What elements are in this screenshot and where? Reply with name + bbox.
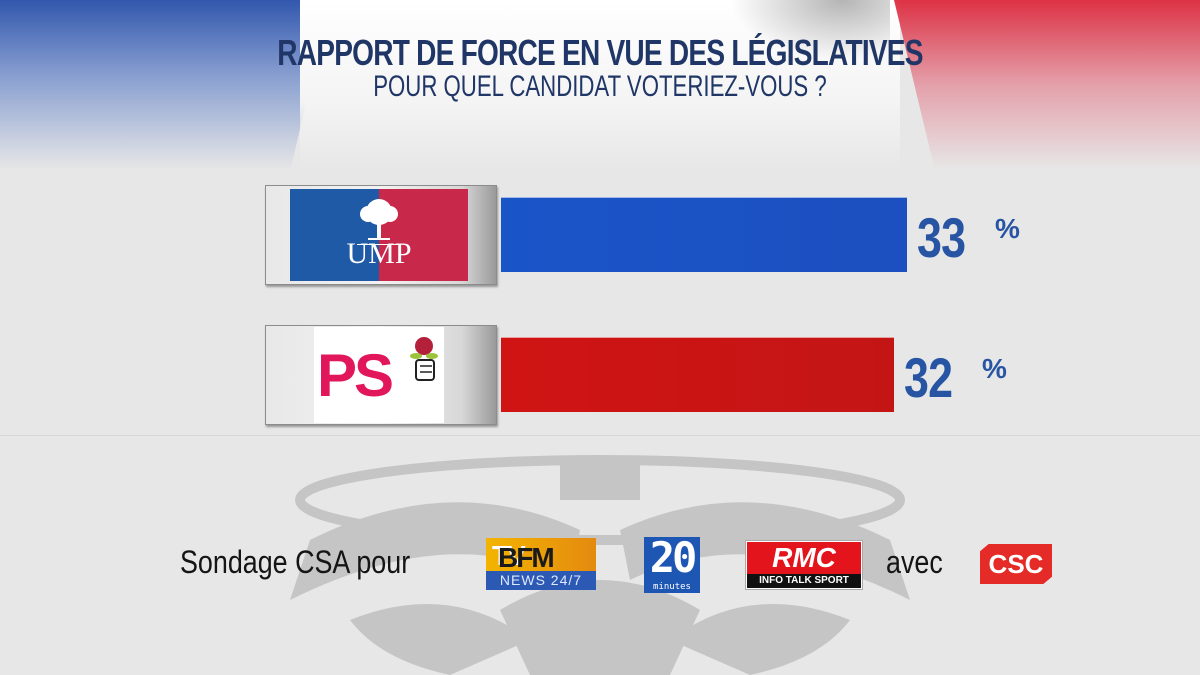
chart-subtitle: POUR QUEL CANDIDAT VOTERIEZ-VOUS ? [373, 70, 827, 103]
rmc-logo: RMC INFO TALK SPORT [745, 540, 863, 590]
bfm-text: BFM [498, 542, 555, 573]
bar-ump [501, 197, 907, 272]
20-minutes-logo: 20 minutes [644, 533, 700, 593]
logo-frame: UMP [265, 185, 497, 285]
flag-red-band [894, 0, 1200, 170]
20-minutes-label: minutes [653, 582, 691, 592]
value-ump: 33 [917, 206, 966, 269]
rmc-name: RMC [747, 542, 861, 574]
rmc-tagline: INFO TALK SPORT [747, 574, 861, 588]
ump-logo: UMP [290, 189, 468, 281]
bfm-tagline: NEWS 24/7 [486, 571, 596, 590]
bfmtv-logo: BFM TV NEWS 24/7 [486, 538, 596, 590]
source-text: Sondage CSA pour [180, 544, 411, 580]
percent-sign-ump: % [995, 213, 1020, 244]
tv-text: TV [492, 540, 526, 571]
logo-frame: PS [265, 325, 497, 425]
20-minutes-number: 20 [649, 533, 698, 582]
fist-and-rose-icon [410, 337, 438, 381]
flag-shadow [730, 0, 890, 60]
divider [0, 435, 1200, 436]
value-ps: 32 [904, 346, 953, 409]
ps-logo-text: PS [317, 342, 394, 409]
emblem-watermark-icon [290, 455, 910, 675]
percent-sign-ps: % [982, 353, 1007, 384]
ps-logo: PS [314, 327, 444, 423]
flag-white-band [300, 0, 900, 170]
bar-ps [501, 337, 894, 412]
with-text: avec [886, 544, 943, 580]
flag-blue-band [0, 0, 330, 170]
chart-title: RAPPORT DE FORCE EN VUE DES LÉGISLATIVES [277, 32, 923, 73]
csc-logo: CSC [980, 544, 1052, 584]
tree-icon [360, 199, 398, 240]
ump-logo-text: UMP [346, 237, 412, 270]
